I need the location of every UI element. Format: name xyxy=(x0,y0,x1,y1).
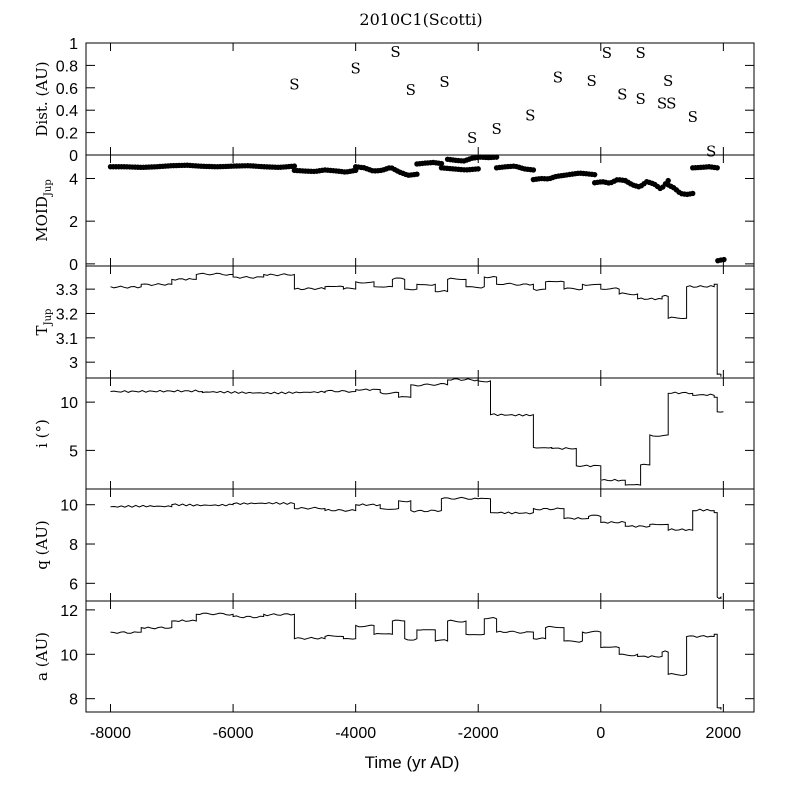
y-axis-label-subscript: Jup xyxy=(43,309,54,327)
y-tick-label: 5 xyxy=(69,443,78,460)
data-point-marker: S xyxy=(491,120,501,138)
data-point xyxy=(714,165,720,171)
data-point-marker: S xyxy=(617,85,627,103)
data-point xyxy=(438,160,445,167)
y-tick-label: 0.2 xyxy=(56,126,78,143)
x-tick-label: -8000 xyxy=(90,725,131,742)
data-point-marker: S xyxy=(657,94,667,112)
panel-q: 6 8 10 q (AU) xyxy=(33,488,755,602)
data-point-marker: S xyxy=(688,108,698,126)
x-tick-label: -6000 xyxy=(213,725,254,742)
data-line-tjup xyxy=(110,272,722,377)
y-tick-label: 3.2 xyxy=(56,306,78,323)
data-line-incl xyxy=(110,378,724,486)
data-point-marker: S xyxy=(289,75,299,93)
y-tick-label: 2 xyxy=(69,214,78,231)
data-line-q xyxy=(110,496,722,600)
data-point-marker: S xyxy=(635,44,645,62)
data-point-marker: S xyxy=(706,143,716,161)
data-point-marker: S xyxy=(525,107,535,125)
panel-a: 8 10 12 a (AU) xyxy=(33,600,755,713)
data-point-marker: S xyxy=(602,44,612,62)
y-tick-label: 0.4 xyxy=(56,103,78,120)
panel-frame xyxy=(85,265,755,379)
panel-moid: 0 2 4 MOIDJup xyxy=(33,154,755,274)
x-axis-label: Time (yr AD) xyxy=(365,753,460,772)
panel-incl: 5 10 i (°) xyxy=(33,377,755,490)
y-axis-label: Dist. (AU) xyxy=(33,61,51,136)
data-point-marker: S xyxy=(390,43,400,61)
x-tick-label: 0 xyxy=(596,725,605,742)
panel-frame xyxy=(85,600,755,713)
y-axis-label: q (AU) xyxy=(33,520,51,570)
y-tick-label: 1 xyxy=(69,36,78,53)
y-tick-label: 10 xyxy=(60,395,78,412)
data-point xyxy=(530,167,537,173)
data-point xyxy=(475,166,481,172)
data-point xyxy=(591,171,598,178)
y-tick-label: 3.3 xyxy=(56,282,78,299)
y-tick-label: 6 xyxy=(69,576,78,593)
y-tick-label: 3 xyxy=(69,355,78,372)
y-tick-label: 0 xyxy=(69,148,78,165)
x-tick-label: -2000 xyxy=(458,725,499,742)
data-point xyxy=(493,154,500,160)
y-axis-label: TJup xyxy=(33,309,54,336)
data-point xyxy=(665,177,671,184)
y-tick-label: 8 xyxy=(69,692,78,709)
data-point-marker: S xyxy=(635,90,645,108)
y-tick-label: 8 xyxy=(69,537,78,554)
data-point-marker: S xyxy=(666,94,676,112)
y-tick-label: 4 xyxy=(69,171,78,188)
panel-frame xyxy=(85,154,755,267)
panel-frame xyxy=(85,377,755,490)
chart-title: 2010C1(Scotti) xyxy=(359,10,482,29)
y-axis-label-subscript: Jup xyxy=(43,179,54,197)
x-tick-label: -4000 xyxy=(335,725,376,742)
y-axis-label: a (AU) xyxy=(33,632,51,681)
y-axis-label: MOIDJup xyxy=(33,179,54,241)
data-point xyxy=(291,163,298,169)
data-point-marker: S xyxy=(439,73,449,91)
panel-frame xyxy=(85,42,755,156)
data-point xyxy=(690,190,696,197)
x-tick-label: 2000 xyxy=(706,725,742,742)
y-tick-label: 12 xyxy=(60,603,78,620)
y-tick-label: 0 xyxy=(69,257,78,274)
data-line-a xyxy=(110,612,722,710)
data-point xyxy=(414,171,420,177)
data-point-marker: S xyxy=(351,60,361,78)
y-tick-label: 0.6 xyxy=(56,81,78,98)
x-axis: -8000 -6000 -4000 -2000 0 2000 xyxy=(90,725,741,742)
data-point-marker: S xyxy=(467,129,477,147)
y-tick-label: 10 xyxy=(60,498,78,515)
y-tick-label: 3.1 xyxy=(56,331,78,348)
y-axis-label: i (°) xyxy=(33,419,51,448)
data-point-marker: S xyxy=(406,81,416,99)
y-tick-label: 10 xyxy=(60,647,78,664)
data-point-marker: S xyxy=(663,72,673,90)
data-point-marker: S xyxy=(553,69,563,87)
data-point-marker: S xyxy=(586,72,596,90)
data-point xyxy=(721,256,727,263)
y-tick-label: 0.8 xyxy=(56,58,78,75)
